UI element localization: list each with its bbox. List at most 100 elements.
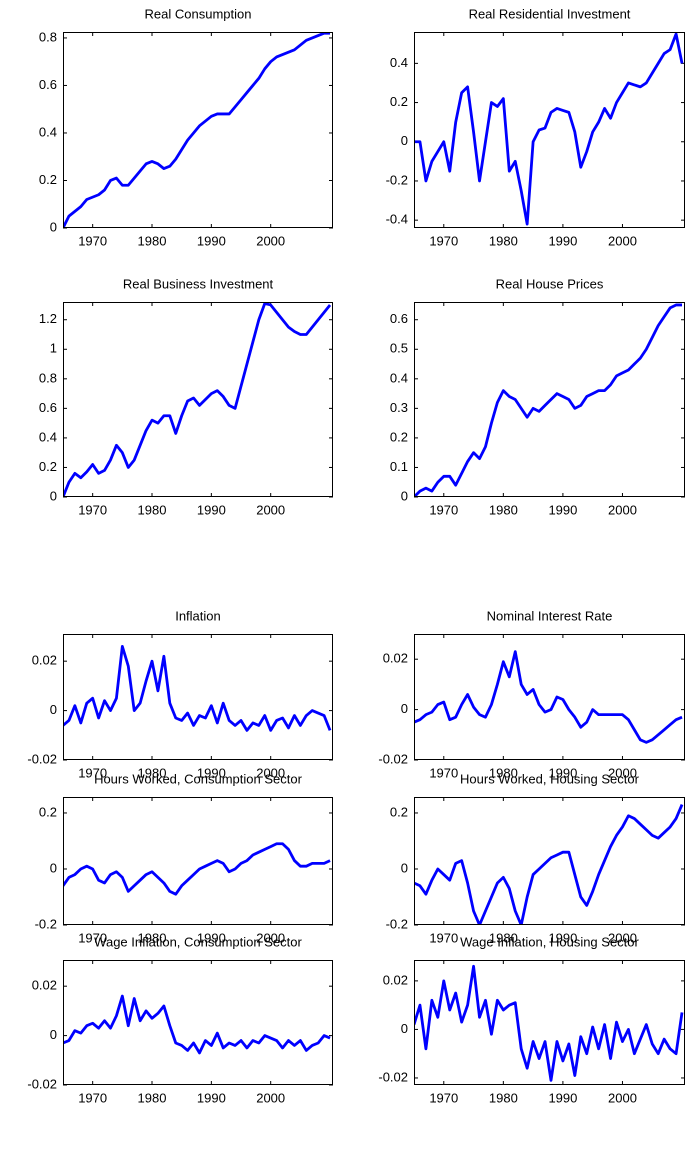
y-tick-label: 0.4 <box>39 124 57 139</box>
x-tick-label: 1970 <box>78 502 107 517</box>
y-tick-label: 0.2 <box>39 459 57 474</box>
data-line <box>63 644 332 732</box>
panel-title: Real Business Investment <box>123 276 274 291</box>
y-tick-label: 0.6 <box>39 400 57 415</box>
y-tick-label: -0.02 <box>27 1076 57 1091</box>
y-tick-label: 0.1 <box>390 459 408 474</box>
panel: Real Residential Investment -0.4 -0.2 0 0.2 0… <box>386 6 685 248</box>
x-tick-label: 2000 <box>608 1090 637 1105</box>
panel-title: Real House Prices <box>496 276 604 291</box>
data-line <box>414 650 683 744</box>
y-tick-label: 0 <box>401 488 408 503</box>
y-tick-label: 0.02 <box>32 653 57 668</box>
y-tick-label: 0.3 <box>390 400 408 415</box>
axes-frame <box>414 797 685 925</box>
y-tick-label: -0.02 <box>378 751 408 766</box>
plot-area <box>414 303 683 497</box>
plot-area <box>63 32 331 228</box>
x-tick-label: 1980 <box>138 930 167 945</box>
axes-frame <box>63 634 333 760</box>
panel: Nominal Interest Rate -0.02 0 0.02 1970 1980 1… <box>378 608 685 780</box>
x-tick-label: 1970 <box>78 930 107 945</box>
y-tick-label: -0.02 <box>378 1069 408 1084</box>
panel: Real House Prices 0 0.1 0.2 0.3 0.4 0.5 0.6 1970… <box>390 276 685 517</box>
y-tick-label: -0.02 <box>27 751 57 766</box>
y-tick-label: 0.8 <box>39 370 57 385</box>
x-tick-label: 2000 <box>256 1090 285 1105</box>
y-tick-label: -0.2 <box>35 916 57 931</box>
x-tick-label: 1980 <box>489 765 518 780</box>
panel-title: Hours Worked, Housing Sector <box>460 771 640 786</box>
panel: Hours Worked, Housing Sector -0.2 0 0.2 1970… <box>386 771 685 945</box>
y-tick-label: 1.2 <box>39 311 57 326</box>
axes-frame <box>63 960 333 1085</box>
plot-area <box>63 994 331 1055</box>
y-tick-label: 0.8 <box>39 29 57 44</box>
y-tick-label: 0.5 <box>390 341 408 356</box>
x-tick-label: 1980 <box>138 765 167 780</box>
data-line <box>414 303 683 497</box>
x-tick-label: 1990 <box>197 233 226 248</box>
y-tick-label: 0 <box>401 133 408 148</box>
plot-area <box>414 650 683 744</box>
panel: Inflation -0.02 0 0.02 1970 1980 1990 2000 <box>27 608 333 780</box>
x-tick-label: 2000 <box>256 502 285 517</box>
x-tick-label: 1980 <box>138 233 167 248</box>
x-tick-label: 1970 <box>78 765 107 780</box>
x-tick-label: 1980 <box>489 930 518 945</box>
plot-area <box>414 804 684 925</box>
panel: Real Consumption 0 0.2 0.4 0.6 0.8 1970 1980 199… <box>39 6 333 248</box>
x-tick-label: 1990 <box>548 233 577 248</box>
axes-frame <box>414 302 685 497</box>
x-tick-label: 2000 <box>256 765 285 780</box>
data-line <box>63 32 331 228</box>
y-tick-label: 0.2 <box>390 804 408 819</box>
y-tick-label: 0 <box>401 701 408 716</box>
panel-title: Wage Inflation, Consumption Sector <box>94 934 302 949</box>
data-line <box>414 964 684 1082</box>
panel-title: Real Consumption <box>145 6 252 21</box>
y-tick-label: 0.02 <box>383 651 408 666</box>
x-tick-label: 1970 <box>78 1090 107 1105</box>
x-tick-label: 2000 <box>608 765 637 780</box>
y-tick-label: 0.02 <box>383 972 408 987</box>
data-line <box>414 804 684 925</box>
x-tick-label: 2000 <box>256 930 285 945</box>
y-tick-label: 0.6 <box>390 311 408 326</box>
panel-title: Nominal Interest Rate <box>487 608 613 623</box>
x-tick-label: 2000 <box>256 233 285 248</box>
plot-area <box>414 964 684 1082</box>
x-tick-label: 1970 <box>78 233 107 248</box>
x-tick-label: 1990 <box>548 502 577 517</box>
panel-title: Hours Worked, Consumption Sector <box>94 771 303 786</box>
y-tick-label: 0 <box>50 702 57 717</box>
x-tick-label: 2000 <box>608 502 637 517</box>
y-tick-label: 0 <box>401 860 408 875</box>
panel: Real Business Investment 0 0.2 0.4 0.6 0.8 1 1.… <box>39 276 333 517</box>
panel-title: Wage Inflation, Housing Sector <box>460 934 639 949</box>
axes-frame <box>63 797 333 925</box>
x-tick-label: 1980 <box>489 1090 518 1105</box>
plot-area <box>63 842 331 896</box>
y-tick-label: 0.2 <box>39 172 57 187</box>
y-tick-label: 0.02 <box>32 978 57 993</box>
x-tick-label: 2000 <box>608 233 637 248</box>
x-tick-label: 1970 <box>429 765 458 780</box>
y-tick-label: -0.2 <box>386 916 408 931</box>
axes-frame <box>414 634 685 760</box>
x-tick-label: 1970 <box>429 1090 458 1105</box>
panel: Wage Inflation, Consumption Sector -0.02 0… <box>27 934 333 1105</box>
y-tick-label: 1 <box>50 341 57 356</box>
x-tick-label: 1970 <box>429 502 458 517</box>
panel-title: Inflation <box>175 608 221 623</box>
panel: Hours Worked, Consumption Sector -0.2 0 0.2… <box>35 771 333 945</box>
y-tick-label: 0 <box>50 1027 57 1042</box>
plot-area <box>63 644 332 732</box>
plot-area <box>414 32 684 226</box>
x-tick-label: 1990 <box>548 765 577 780</box>
y-tick-label: 0.4 <box>39 429 57 444</box>
y-tick-label: 0.6 <box>39 77 57 92</box>
x-tick-label: 1990 <box>548 930 577 945</box>
y-tick-label: 0.2 <box>39 804 57 819</box>
